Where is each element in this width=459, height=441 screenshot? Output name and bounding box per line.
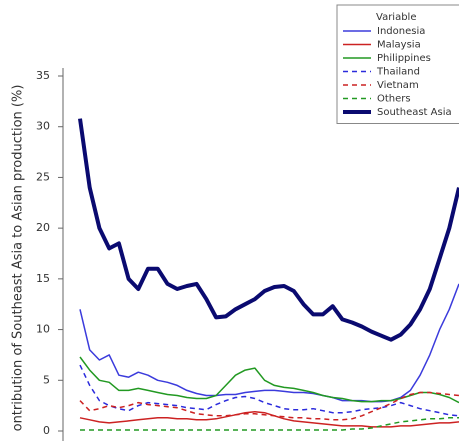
legend-box bbox=[336, 4, 459, 124]
legend-label: Malaysia bbox=[377, 40, 421, 51]
y-tick-label: 35 bbox=[36, 69, 50, 82]
legend-label: Southeast Asia bbox=[377, 107, 452, 118]
line-series bbox=[79, 391, 459, 421]
line-series bbox=[79, 283, 459, 403]
line-series bbox=[79, 356, 459, 404]
y-tick-label: 10 bbox=[36, 323, 50, 336]
y-tick-label: 25 bbox=[36, 170, 50, 183]
legend-label: Vietnam bbox=[377, 80, 419, 91]
y-tick-label: 5 bbox=[43, 373, 50, 386]
y-tick-label: 20 bbox=[36, 221, 50, 234]
line-series bbox=[79, 410, 459, 428]
legend-label: Philippines bbox=[377, 53, 431, 64]
y-tick-label: 0 bbox=[43, 424, 50, 437]
legend-label: Indonesia bbox=[377, 26, 425, 37]
line-series bbox=[79, 364, 459, 417]
y-tick-label: 15 bbox=[36, 272, 50, 285]
legend-label: Thailand bbox=[376, 67, 420, 78]
legend-label: Others bbox=[377, 94, 411, 105]
line-series bbox=[78, 118, 459, 342]
legend-title: Variable bbox=[376, 12, 417, 23]
y-tick-label: 30 bbox=[36, 120, 50, 133]
y-axis-label: ontribution of Southeast Asia to Asian p… bbox=[11, 85, 26, 432]
line-series bbox=[80, 417, 459, 431]
